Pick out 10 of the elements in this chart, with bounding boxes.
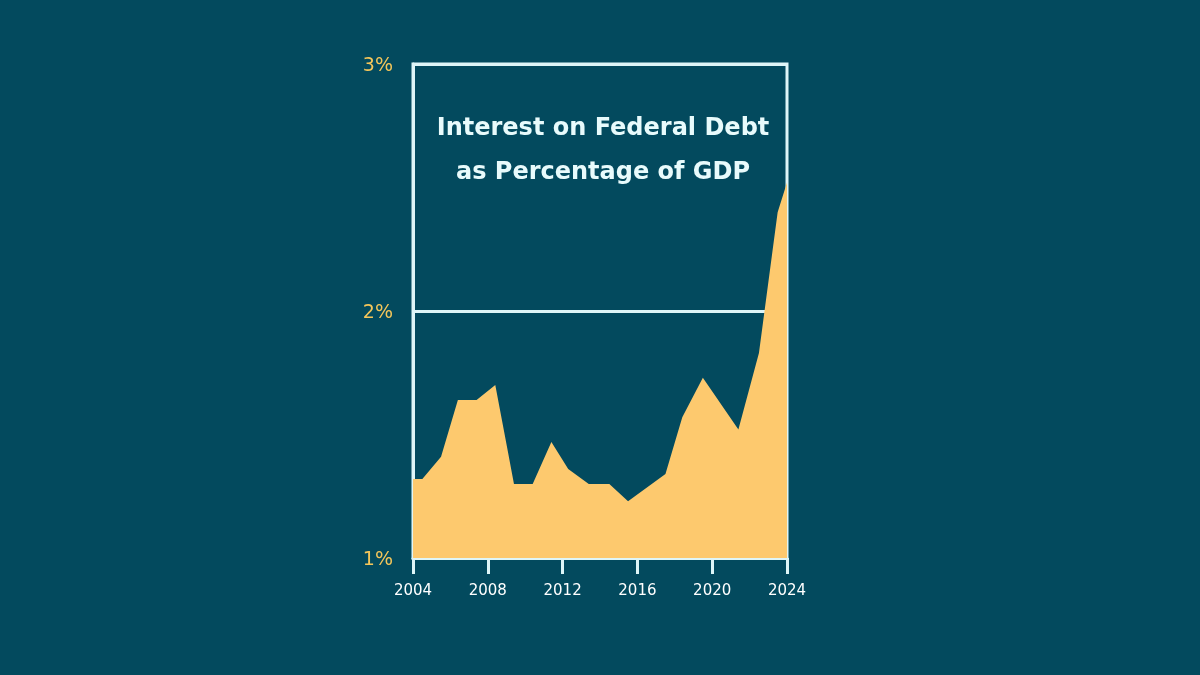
y-tick-label: 3% — [362, 53, 393, 75]
x-tick-label: 2020 — [693, 580, 732, 599]
x-tick-label: 2012 — [543, 580, 582, 599]
text: Interest on Federal Debt as Percentage of GDP — [436, 113, 770, 185]
x-tick-label: 2024 — [767, 580, 807, 599]
x-tick-label: 2016 — [618, 580, 657, 599]
x-tick-label: 2008 — [468, 580, 507, 599]
y-tick-label: 2% — [362, 300, 393, 322]
x-tick-label: 2004 — [393, 580, 433, 599]
y-tick-label: 1% — [362, 547, 393, 569]
